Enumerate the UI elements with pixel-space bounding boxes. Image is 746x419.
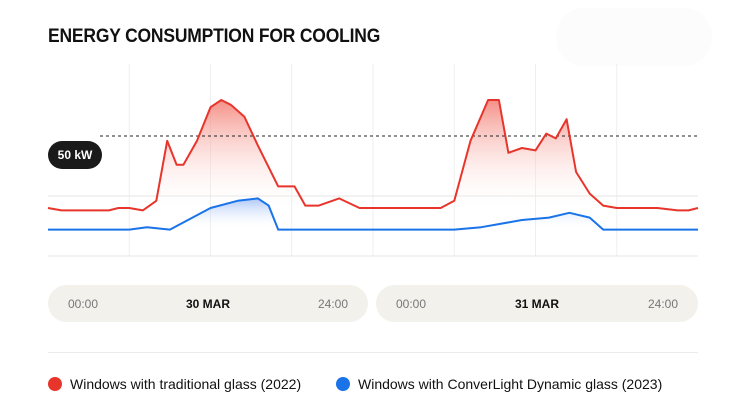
series-area-0 <box>48 100 698 211</box>
day-start-time: 00:00 <box>68 297 99 311</box>
day-date-label: 30 MAR <box>185 297 231 311</box>
day-pill-30-mar: 00:00 30 MAR 24:00 <box>48 285 368 322</box>
legend-label: Windows with ConverLight Dynamic glass (… <box>358 376 663 392</box>
day-date-label: 31 MAR <box>514 297 560 311</box>
legend-swatch <box>336 377 350 391</box>
blank-header-box <box>556 8 712 66</box>
legend-item-converlight: Windows with ConverLight Dynamic glass (… <box>336 376 662 392</box>
legend-divider <box>48 352 698 353</box>
series-line-1 <box>48 197 698 231</box>
chart-title: ENERGY CONSUMPTION FOR COOLING <box>48 26 381 47</box>
reference-line-label: 50 kW <box>48 141 102 169</box>
day-start-time: 00:00 <box>396 297 427 311</box>
legend-item-traditional: Windows with traditional glass (2022) <box>48 376 301 392</box>
series-area-1 <box>48 198 698 230</box>
series-line-0 <box>47 99 699 212</box>
legend-swatch <box>48 377 62 391</box>
day-end-time: 24:00 <box>647 297 678 311</box>
day-end-time: 24:00 <box>317 297 348 311</box>
legend-label: Windows with traditional glass (2022) <box>70 376 302 392</box>
day-pill-31-mar: 00:00 31 MAR 24:00 <box>376 285 698 322</box>
